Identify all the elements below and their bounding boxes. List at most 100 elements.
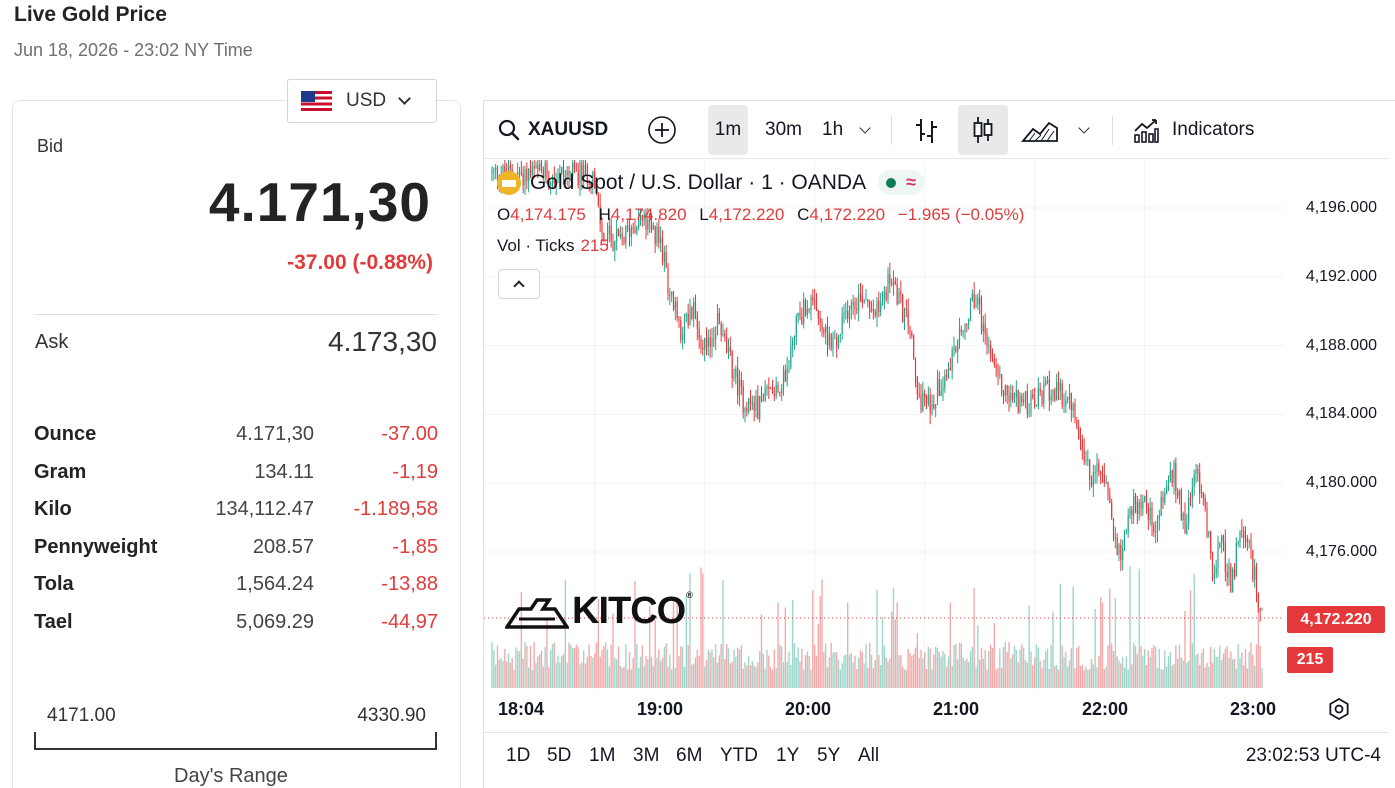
volume-bar [498, 659, 501, 688]
candle-body [1206, 508, 1208, 536]
range-5y-button[interactable]: 5Y [817, 745, 841, 766]
ask-price: 4.173,30 [328, 326, 437, 357]
volume-bar [639, 656, 642, 688]
volume-bar [744, 662, 746, 688]
volume-bar [507, 653, 510, 688]
volume-bar [918, 658, 920, 688]
candle-body [1076, 419, 1078, 428]
day-range-bar [34, 732, 437, 750]
candle-body [843, 312, 845, 318]
volume-bar [806, 651, 809, 688]
currency-select[interactable]: USD [287, 79, 437, 123]
interval-1h-button[interactable]: 1h [822, 119, 844, 140]
candle-body [1182, 512, 1184, 521]
candle-body [496, 167, 499, 181]
candle-body [1224, 540, 1226, 573]
volume-bar [1219, 645, 1221, 688]
interval-30m-button[interactable]: 30m [765, 119, 802, 140]
volume-bar [923, 652, 926, 688]
candle-body [1024, 391, 1027, 400]
candle-body [641, 215, 643, 221]
interval-1m-button[interactable]: 1m [708, 105, 748, 155]
range-all-button[interactable]: All [858, 745, 880, 766]
volume-bar [614, 657, 616, 688]
candle-body [1200, 492, 1203, 494]
volume-bar [1116, 656, 1118, 688]
candle-body [865, 299, 867, 301]
volume-bar [493, 650, 495, 688]
collapse-legend-button[interactable] [498, 269, 540, 299]
candle-body [795, 316, 797, 338]
volume-bar [526, 645, 528, 688]
candle-body [837, 335, 840, 347]
volume-bar [879, 665, 882, 688]
volume-bar [1242, 665, 1245, 688]
volume-bar [625, 644, 627, 688]
candle-body [687, 314, 689, 326]
volume-bar [819, 596, 821, 688]
volume-bar [700, 567, 702, 688]
range-3m-button[interactable]: 3M [633, 745, 660, 766]
chart-settings-button[interactable] [1327, 697, 1351, 726]
weight-price: 4.171,30 [236, 423, 314, 445]
volume-bar [900, 654, 902, 688]
candle-body [649, 219, 651, 222]
symbol-search-button[interactable]: XAUUSD [498, 101, 608, 159]
candle-body [1057, 382, 1060, 391]
volume-bar [612, 613, 614, 688]
y-tick-label: 4,192.000 [1305, 268, 1377, 285]
market-status-pill[interactable]: ≈ [878, 170, 924, 195]
volume-bar [559, 662, 561, 688]
candle-body [702, 347, 704, 350]
volume-bar [755, 667, 757, 688]
candle-body [1054, 389, 1056, 401]
volume-bar [604, 642, 607, 688]
range-1m-button[interactable]: 1M [589, 745, 616, 766]
volume-bar [562, 653, 565, 688]
volume-bar [940, 656, 942, 688]
ohlc-bars-icon [916, 119, 937, 143]
volume-bar [753, 665, 755, 688]
chart-type-dropdown-button[interactable] [1078, 101, 1090, 159]
volume-bar [1118, 660, 1120, 688]
range-1d-button[interactable]: 1D [506, 745, 531, 766]
candle-body [1008, 395, 1010, 401]
compare-symbol-button[interactable] [647, 101, 677, 159]
candle-body [808, 308, 810, 311]
volume-bar [938, 651, 941, 688]
volume-bar [1175, 645, 1177, 688]
chart-legend-title[interactable]: Gold Spot / U.S. Dollar · 1 · OANDA ≈ [497, 170, 924, 195]
candle-body [691, 307, 693, 319]
indicators-button[interactable]: Indicators [1132, 101, 1254, 159]
candle-body [942, 387, 944, 391]
candle-body [742, 385, 744, 413]
bar-style-button[interactable] [914, 101, 940, 159]
range-1y-button[interactable]: 1Y [776, 745, 800, 766]
volume-bar [1208, 666, 1210, 688]
volume-bar [1072, 586, 1074, 688]
candle-body [548, 177, 550, 186]
price-chart[interactable] [484, 160, 1389, 730]
candle-body [1166, 486, 1168, 494]
range-ytd-button[interactable]: YTD [720, 745, 758, 766]
volume-bar [988, 651, 990, 688]
bid-label: Bid [37, 136, 64, 156]
candle-body [570, 175, 572, 177]
interval-dropdown-button[interactable] [859, 101, 871, 159]
candle-body [595, 187, 598, 195]
candlestick-icon [973, 117, 993, 143]
toolbar-separator [1112, 115, 1113, 145]
range-6m-button[interactable]: 6M [676, 745, 703, 766]
volume-bar [1022, 647, 1025, 688]
chart-type-button[interactable] [1021, 101, 1059, 159]
candle-body [953, 347, 955, 351]
candle-body [753, 402, 755, 411]
candle-body [1133, 495, 1135, 516]
volume-bar [560, 656, 563, 688]
candle-body [1096, 463, 1098, 472]
symbol-label: XAUUSD [528, 119, 609, 140]
candle-style-button[interactable] [958, 105, 1008, 155]
range-5d-button[interactable]: 5D [547, 745, 572, 766]
candle-body [757, 396, 759, 419]
volume-bar [907, 648, 909, 688]
